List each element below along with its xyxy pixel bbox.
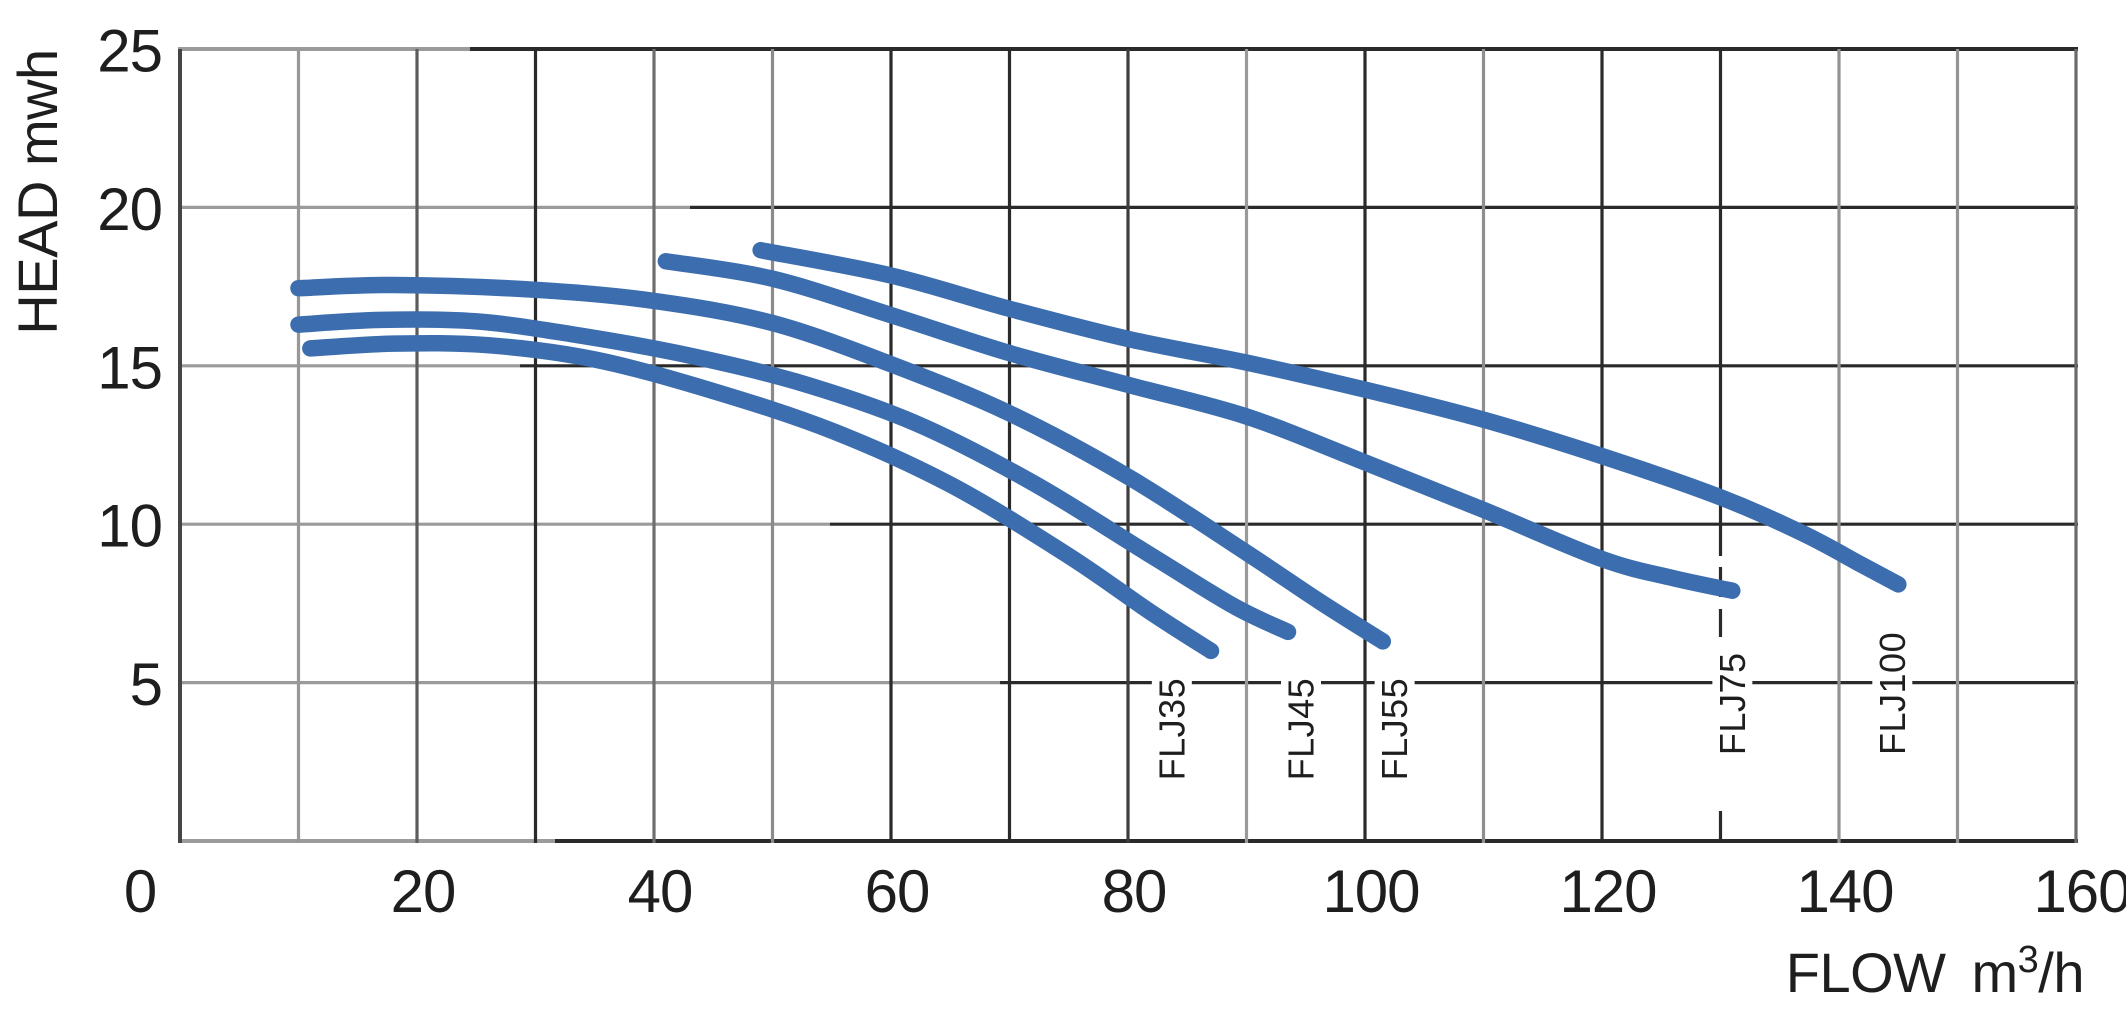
curve-FLJ45 [290,311,1297,641]
vertical-gridlines [178,49,2078,843]
x-tick-label-100: 100 [1322,858,1419,925]
x-axis-tick-labels: 0 20 40 60 80 100 120 140 160 [124,858,2126,925]
y-tick-label-10: 10 [97,493,162,560]
x-tick-label-160: 160 [2033,858,2126,925]
curve-label-FLJ100: FLJ100 [1872,632,1913,755]
y-tick-label-20: 20 [97,176,162,243]
curve-label-halo-FLJ100 [1872,625,1913,761]
x-tick-label-120: 120 [1559,858,1656,925]
curve-label-halo-FLJ35 [1151,671,1192,788]
pump-curves [290,241,1907,660]
x-tick-label-0: 0 [124,858,156,925]
x-tick-label-40: 40 [628,858,693,925]
y-axis-title: HEAD mwh [6,49,69,334]
y-tick-label-25: 25 [97,18,162,85]
curve-label-halo-FLJ75 [1712,646,1753,763]
curve-label-halo-FLJ55 [1374,671,1415,788]
curve-label-halo-FLJ45 [1281,671,1322,788]
horizontal-gridlines [178,47,2078,843]
x-tick-label-140: 140 [1796,858,1893,925]
y-tick-label-15: 15 [97,334,162,401]
x-axis-title: FLOW m3/h [1786,939,2085,1004]
curve-label-FLJ75: FLJ75 [1712,653,1753,756]
curve-label-FLJ55: FLJ55 [1374,678,1415,781]
curve-FLJ55 [290,276,1392,650]
x-tick-label-80: 80 [1102,858,1167,925]
curve-FLJ100 [752,241,1907,593]
curve-FLJ75 [657,253,1741,599]
y-tick-label-5: 5 [130,651,162,718]
curve-label-FLJ35: FLJ35 [1151,678,1192,781]
curve-label-FLJ45: FLJ45 [1281,678,1322,781]
curve-FLJ35 [302,334,1220,660]
x-tick-label-20: 20 [391,858,456,925]
curve-end-labels: FLJ35 FLJ45 FLJ55 FLJ75 FLJ100 [1151,625,1913,788]
x-tick-label-60: 60 [865,858,930,925]
y-axis-tick-labels: 5 10 15 20 25 [97,18,163,719]
x-axis-title-text: FLOW m3/h [1786,939,2084,1004]
